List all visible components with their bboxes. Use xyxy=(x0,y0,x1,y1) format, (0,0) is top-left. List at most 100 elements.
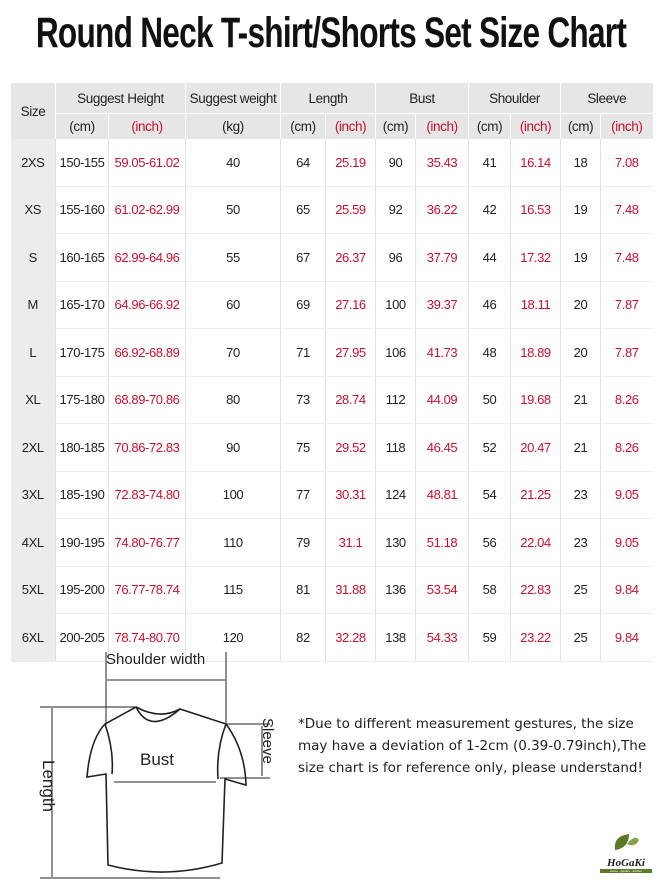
header-sleeve: Sleeve xyxy=(560,83,653,114)
value-cell: 90 xyxy=(185,423,281,472)
value-cell: 72.83-74.80 xyxy=(108,471,186,519)
value-cell: 41 xyxy=(468,139,511,187)
value-cell: 136 xyxy=(375,566,416,614)
value-cell: 65 xyxy=(280,186,326,234)
unit-header: (cm) xyxy=(468,113,511,139)
value-cell: 56 xyxy=(468,518,511,567)
value-cell: 54 xyxy=(468,471,511,519)
unit-header: (inch) xyxy=(414,113,469,139)
value-cell: 58 xyxy=(468,566,511,614)
value-cell: 175-180 xyxy=(55,376,109,424)
table-row: 5XL 195-200 76.77-78.74 115 81 31.88 136 53.54 5… xyxy=(10,566,653,614)
value-cell: 70.86-72.83 xyxy=(108,423,186,472)
value-cell: 90 xyxy=(375,139,416,187)
value-cell: 185-190 xyxy=(55,471,109,519)
value-cell: 20.47 xyxy=(510,423,561,472)
value-cell: 35.43 xyxy=(414,139,469,187)
value-cell: 28.74 xyxy=(325,376,376,424)
value-cell: 20 xyxy=(560,281,601,329)
value-cell: 7.48 xyxy=(600,186,653,234)
value-cell: 23 xyxy=(560,518,601,567)
size-cell: S xyxy=(10,233,56,282)
value-cell: 36.22 xyxy=(414,186,469,234)
header-size: Size xyxy=(10,83,56,139)
value-cell: 46.45 xyxy=(414,423,469,472)
value-cell: 23 xyxy=(560,471,601,519)
value-cell: 81 xyxy=(280,566,326,614)
value-cell: 18.11 xyxy=(510,281,561,329)
size-cell: M xyxy=(10,281,56,329)
length-label: Length xyxy=(39,760,58,812)
unit-header: (cm) xyxy=(375,113,416,139)
value-cell: 66.92-68.89 xyxy=(108,328,186,377)
value-cell: 120 xyxy=(185,613,281,662)
table-row: XL 175-180 68.89-70.86 80 73 28.74 112 44.09 50 1… xyxy=(10,376,653,424)
value-cell: 115 xyxy=(185,566,281,614)
value-cell: 7.48 xyxy=(600,233,653,282)
value-cell: 46 xyxy=(468,281,511,329)
value-cell: 21 xyxy=(560,376,601,424)
unit-header: (inch) xyxy=(108,113,186,139)
value-cell: 19.68 xyxy=(510,376,561,424)
hogaki-logo: HoGaKi Home · garden · kitchen xyxy=(600,830,652,873)
value-cell: 55 xyxy=(185,233,281,282)
value-cell: 130 xyxy=(375,518,416,567)
value-cell: 21 xyxy=(560,423,601,472)
value-cell: 50 xyxy=(185,186,281,234)
value-cell: 16.14 xyxy=(510,139,561,187)
value-cell: 64 xyxy=(280,139,326,187)
value-cell: 53.54 xyxy=(414,566,469,614)
shoulder-width-label: Shoulder width xyxy=(106,651,206,668)
value-cell: 180-185 xyxy=(55,423,109,472)
value-cell: 71 xyxy=(280,328,326,377)
value-cell: 7.08 xyxy=(600,139,653,187)
value-cell: 75 xyxy=(280,423,326,472)
value-cell: 18.89 xyxy=(510,328,561,377)
value-cell: 19 xyxy=(560,186,601,234)
value-cell: 62.99-64.96 xyxy=(108,233,186,282)
value-cell: 44.09 xyxy=(414,376,469,424)
size-cell: L xyxy=(10,328,56,377)
value-cell: 78.74-80.70 xyxy=(108,613,186,662)
value-cell: 73 xyxy=(280,376,326,424)
page-title: Round Neck T-shirt/Shorts Set Size Chart xyxy=(35,9,626,57)
bust-label: Bust xyxy=(140,750,175,769)
value-cell: 37.79 xyxy=(414,233,469,282)
value-cell: 170-175 xyxy=(55,328,109,377)
table-row: 6XL 200-205 78.74-80.70 120 82 32.28 138 54.33 5… xyxy=(10,613,653,662)
value-cell: 100 xyxy=(185,471,281,519)
logo-tagline: Home · garden · kitchen xyxy=(600,869,652,873)
size-cell: XS xyxy=(10,186,56,234)
table-row: L 170-175 66.92-68.89 70 71 27.95 106 41.73 48 18… xyxy=(10,328,653,377)
value-cell: 23.22 xyxy=(510,613,561,662)
size-cell: 5XL xyxy=(10,566,56,614)
value-cell: 31.88 xyxy=(325,566,376,614)
value-cell: 96 xyxy=(375,233,416,282)
value-cell: 160-165 xyxy=(55,233,109,282)
value-cell: 21.25 xyxy=(510,471,561,519)
value-cell: 106 xyxy=(375,328,416,377)
value-cell: 59 xyxy=(468,613,511,662)
value-cell: 195-200 xyxy=(55,566,109,614)
value-cell: 150-155 xyxy=(55,139,109,187)
size-cell: XL xyxy=(10,376,56,424)
value-cell: 20 xyxy=(560,328,601,377)
leaf-icon xyxy=(614,834,639,850)
value-cell: 50 xyxy=(468,376,511,424)
value-cell: 80 xyxy=(185,376,281,424)
value-cell: 16.53 xyxy=(510,186,561,234)
header-height: Suggest Height xyxy=(55,83,186,114)
table-row: 2XL 180-185 70.86-72.83 90 75 29.52 118 46.45 52… xyxy=(10,423,653,472)
value-cell: 59.05-61.02 xyxy=(108,139,186,187)
value-cell: 25 xyxy=(560,613,601,662)
value-cell: 124 xyxy=(375,471,416,519)
value-cell: 19 xyxy=(560,233,601,282)
size-cell: 2XL xyxy=(10,423,56,472)
value-cell: 39.37 xyxy=(414,281,469,329)
value-cell: 25 xyxy=(560,566,601,614)
table-row: S 160-165 62.99-64.96 55 67 26.37 96 37.79 44 17.… xyxy=(10,233,653,282)
value-cell: 9.05 xyxy=(600,471,653,519)
value-cell: 82 xyxy=(280,613,326,662)
table-row: 2XS 150-155 59.05-61.02 40 64 25.19 90 35.43 41 1… xyxy=(10,139,653,187)
value-cell: 27.16 xyxy=(325,281,376,329)
